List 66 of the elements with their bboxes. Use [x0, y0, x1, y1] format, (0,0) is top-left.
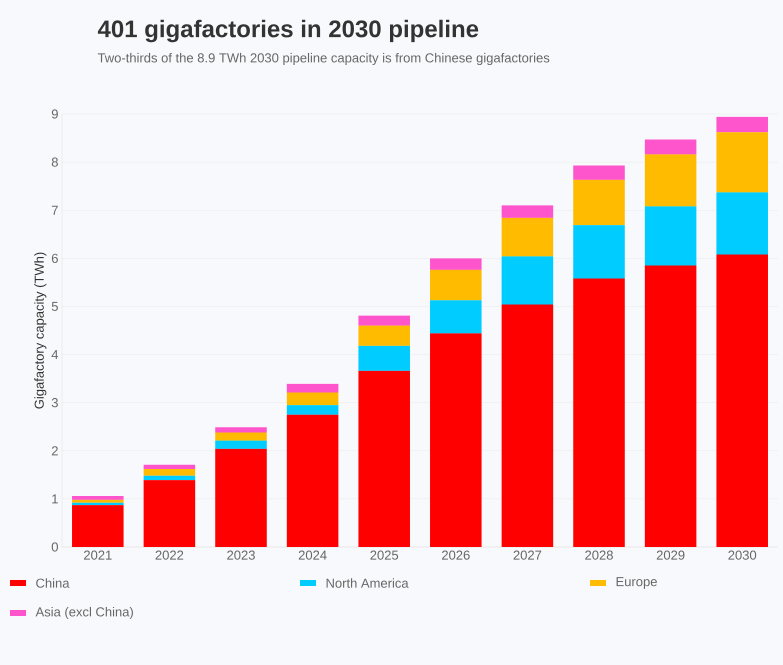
- bar: [358, 346, 410, 371]
- y-tick-label: 6: [52, 254, 58, 263]
- bar: [502, 218, 554, 256]
- bar: [644, 139, 696, 154]
- bar: [286, 392, 338, 406]
- bar: [286, 405, 338, 415]
- bar: [502, 205, 554, 218]
- bar: [72, 505, 124, 547]
- bar: [573, 225, 625, 279]
- bar: [144, 480, 196, 547]
- x-tick-label: 2029: [656, 550, 684, 560]
- chart-subtitle: Two-thirds of the 8.9 TWh 2030 pipeline capacity is from Chinese gigafactories: [98, 52, 550, 66]
- bar: [644, 154, 696, 206]
- bar: [286, 414, 338, 547]
- x-tick-label: 2025: [370, 550, 398, 560]
- chart-title: 401 gigafactories in 2030 pipeline: [98, 20, 478, 42]
- bar: [716, 132, 768, 192]
- bar: [144, 469, 196, 476]
- y-tick-label: 4: [52, 350, 58, 360]
- bar: [286, 384, 338, 393]
- x-tick-label: 2028: [585, 550, 613, 560]
- y-tick-label: 9: [52, 109, 58, 119]
- bar: [502, 256, 554, 305]
- x-tick-label: 2027: [514, 550, 542, 560]
- x-tick-label: 2026: [442, 550, 470, 560]
- y-tick-label: 1: [52, 494, 58, 504]
- x-tick-label: 2030: [728, 550, 756, 560]
- y-tick-label: 5: [52, 302, 58, 311]
- bar: [716, 192, 768, 254]
- legend-label: Asia (excl China): [36, 606, 133, 620]
- bar: [430, 333, 482, 547]
- x-tick-label: 2021: [84, 550, 112, 560]
- bar: [358, 316, 410, 326]
- bar: [644, 266, 696, 547]
- bar: [430, 258, 482, 270]
- bar: [215, 448, 267, 547]
- bar: [215, 440, 267, 449]
- bar: [358, 370, 410, 547]
- y-tick-label: 7: [52, 206, 58, 215]
- y-tick-label: 0: [52, 542, 58, 552]
- legend-label: Europe: [616, 577, 657, 589]
- bar: [144, 476, 196, 480]
- y-axis-title: Gigafactory capacity (TWh): [34, 252, 46, 409]
- bar: [644, 206, 696, 266]
- x-tick-label: 2023: [227, 550, 255, 560]
- y-tick-label: 8: [52, 158, 58, 167]
- bar: [573, 165, 625, 180]
- y-tick-label: 3: [52, 398, 58, 408]
- legend-label: China: [36, 578, 70, 588]
- bar: [502, 304, 554, 547]
- bar: [716, 254, 768, 547]
- bar: [72, 496, 124, 500]
- bar: [215, 432, 267, 441]
- bar: [430, 270, 482, 300]
- x-tick-label: 2022: [156, 550, 184, 560]
- legend-label: North America: [326, 578, 409, 588]
- bar: [430, 300, 482, 334]
- bar: [144, 464, 196, 470]
- bar: [573, 180, 625, 226]
- bar: [358, 326, 410, 346]
- bar: [72, 502, 124, 506]
- bar: [573, 278, 625, 547]
- x-tick-label: 2024: [298, 550, 327, 560]
- y-tick-label: 2: [52, 446, 58, 456]
- bar: [215, 427, 267, 432]
- bar: [716, 116, 768, 132]
